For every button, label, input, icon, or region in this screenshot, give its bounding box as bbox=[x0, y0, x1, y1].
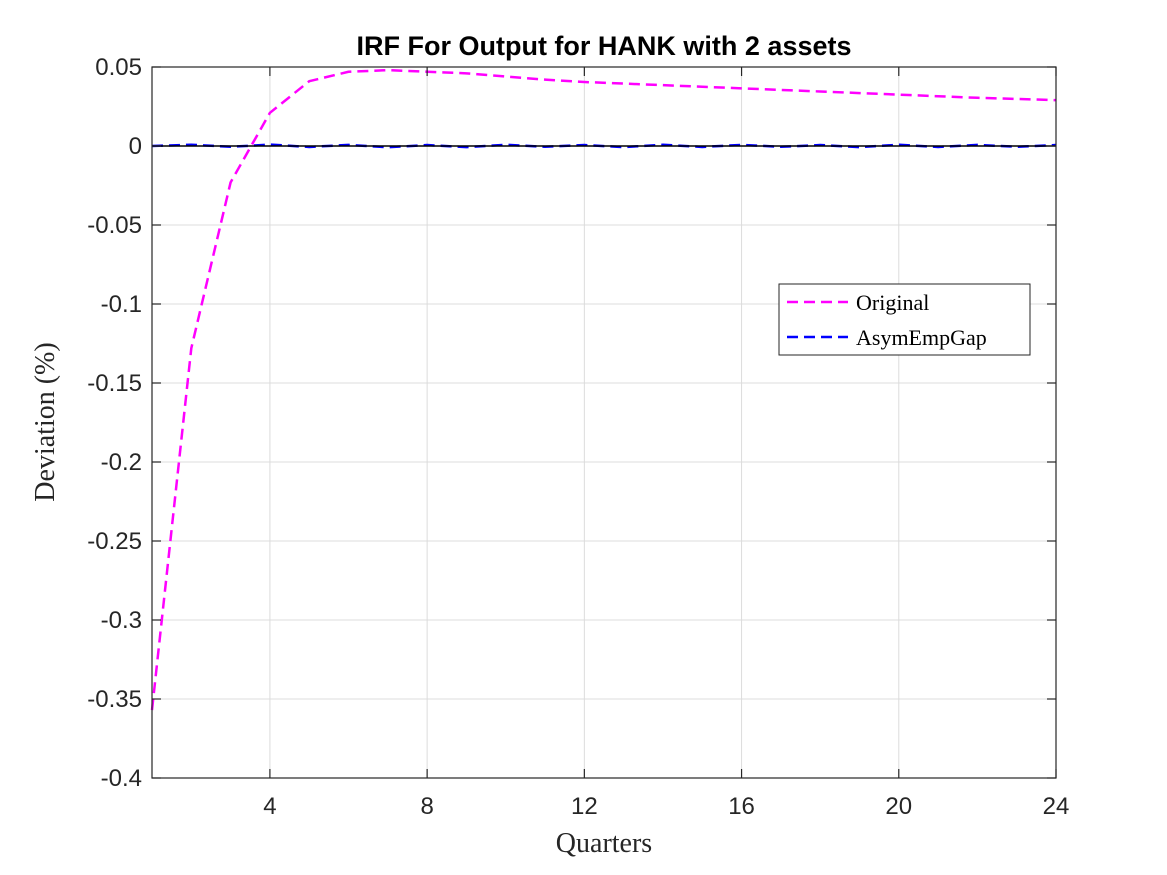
y-axis-label: Deviation (%) bbox=[30, 342, 61, 501]
x-axis-label: Quarters bbox=[556, 828, 652, 859]
x-tick-label: 24 bbox=[1043, 793, 1070, 820]
series-line-original bbox=[150, 68, 1057, 711]
y-tick-label: -0.3 bbox=[101, 607, 142, 634]
legend-label-original: Original bbox=[856, 290, 929, 315]
x-tick-label: 4 bbox=[263, 793, 276, 820]
legend-box bbox=[778, 283, 1031, 356]
y-tick-label: -0.15 bbox=[87, 370, 142, 397]
x-tick-label: 12 bbox=[571, 793, 598, 820]
ticks: 4 8 12 16 20 24 0.05 0 -0.05 -0.1 -0.15 -0.2 -0.25 -0… bbox=[87, 54, 1069, 820]
plot-area bbox=[152, 67, 1056, 778]
plot-frame bbox=[151, 66, 1057, 779]
x-tick-label: 8 bbox=[420, 793, 433, 820]
y-tick-label: 0 bbox=[129, 133, 142, 160]
y-tick-label: -0.05 bbox=[87, 212, 142, 239]
y-tick-label: 0.05 bbox=[95, 54, 142, 81]
y-tick-label: -0.1 bbox=[101, 291, 142, 318]
y-tick-label: -0.35 bbox=[87, 686, 142, 713]
chart-title: IRF For Output for HANK with 2 assets bbox=[356, 31, 851, 61]
x-tick-label: 16 bbox=[728, 793, 755, 820]
y-tick-label: -0.2 bbox=[101, 449, 142, 476]
legend-label-asymempgap: AsymEmpGap bbox=[856, 325, 987, 350]
series-layer bbox=[150, 68, 1057, 711]
y-tick-label: -0.4 bbox=[101, 765, 142, 792]
legend: Original AsymEmpGap bbox=[778, 283, 1031, 356]
y-tick-label: -0.25 bbox=[87, 528, 142, 555]
x-tick-label: 20 bbox=[885, 793, 912, 820]
